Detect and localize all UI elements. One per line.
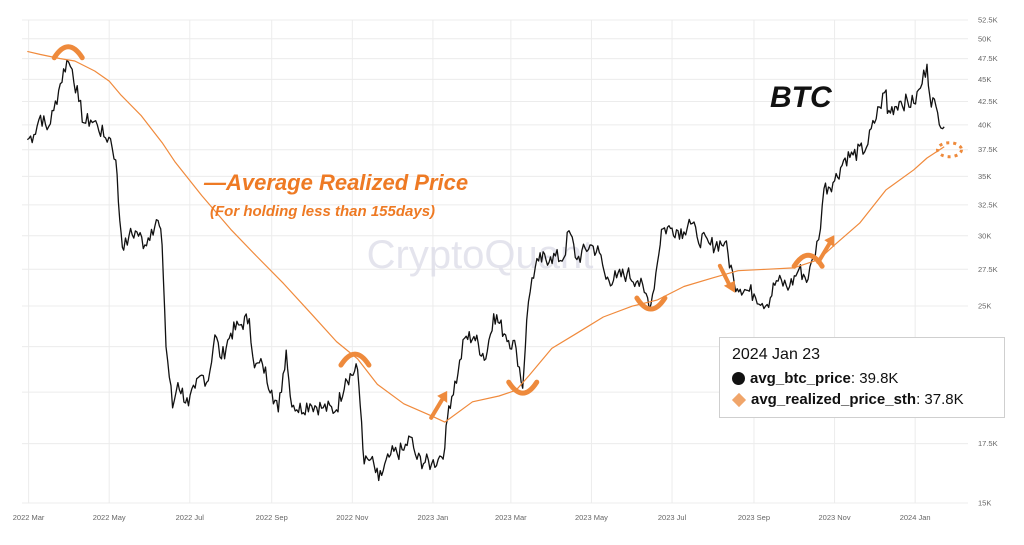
x-tick-label: 2023 Jul [658, 513, 687, 522]
hover-tooltip: 2024 Jan 23 avg_btc_price: 39.8K avg_rea… [719, 337, 1005, 418]
series-layer [26, 50, 945, 482]
y-tick-label: 17.5K [978, 439, 998, 448]
y-tick-label: 42.5K [978, 97, 998, 106]
watermark: CryptoQuant [367, 233, 594, 277]
y-tick-label: 47.5K [978, 54, 998, 63]
x-tick-label: 2023 Nov [819, 513, 851, 522]
dotted-ring-marker-icon [936, 141, 964, 159]
x-tick-label: 2022 Jul [176, 513, 205, 522]
y-tick-label: 40K [978, 120, 991, 129]
tooltip-row-realized: avg_realized_price_sth: 37.8K [731, 389, 992, 410]
arrow-up-icon [429, 390, 448, 420]
annotation-line-1: —Average Realized Price [203, 170, 468, 195]
chart-title: BTC [770, 81, 833, 114]
arrow-down-icon [717, 263, 735, 293]
y-tick-label: 52.5K [978, 16, 998, 25]
y-axis: 15K17.5K20K22.5K25K27.5K30K32.5K35K37.5K… [978, 16, 998, 508]
cup-marker-icon [634, 295, 668, 312]
annotation-line-2: (For holding less than 155days) [210, 203, 435, 220]
x-tick-label: 2024 Jan [900, 513, 931, 522]
x-tick-label: 2022 Sep [256, 513, 288, 522]
x-tick-label: 2023 Mar [495, 513, 527, 522]
tooltip-value-btc: : 39.8K [850, 370, 899, 387]
y-tick-label: 30K [978, 231, 991, 240]
x-tick-label: 2023 Sep [738, 513, 770, 522]
series-line-avg_realized_price_sth [27, 50, 945, 423]
tooltip-row-btc: avg_btc_price: 39.8K [732, 368, 992, 389]
x-tick-label: 2023 May [575, 513, 608, 522]
annotation-markers [51, 44, 964, 420]
y-tick-label: 25K [978, 302, 991, 311]
cap-marker-icon [338, 351, 372, 368]
grid [22, 19, 968, 504]
tooltip-value-realized: : 37.8K [916, 391, 964, 408]
orange-diamond-icon [731, 392, 747, 408]
tooltip-date: 2024 Jan 23 [732, 346, 821, 363]
y-tick-label: 45K [978, 75, 991, 84]
y-tick-label: 50K [978, 34, 991, 43]
tooltip-label-realized: avg_realized_price_sth [751, 391, 917, 408]
x-tick-label: 2023 Jan [417, 513, 448, 522]
y-tick-label: 27.5K [978, 265, 998, 274]
y-tick-label: 15K [978, 499, 991, 508]
x-tick-label: 2022 May [93, 513, 126, 522]
y-tick-label: 37.5K [978, 145, 998, 154]
arrow-up-icon [816, 235, 835, 265]
black-dot-icon [732, 372, 745, 385]
x-tick-label: 2022 Nov [336, 513, 368, 522]
x-axis: 2022 Mar 2022 May 2022 Jul 2022 Sep 2022 Nov… [13, 513, 931, 522]
cap-marker-icon [51, 44, 85, 61]
y-tick-label: 32.5K [978, 200, 998, 209]
x-tick-label: 2022 Mar [13, 513, 45, 522]
series-line-avg_btc_price [26, 59, 945, 482]
cup-marker-icon [506, 379, 540, 396]
y-tick-label: 35K [978, 172, 991, 181]
tooltip-label-btc: avg_btc_price [750, 370, 851, 387]
